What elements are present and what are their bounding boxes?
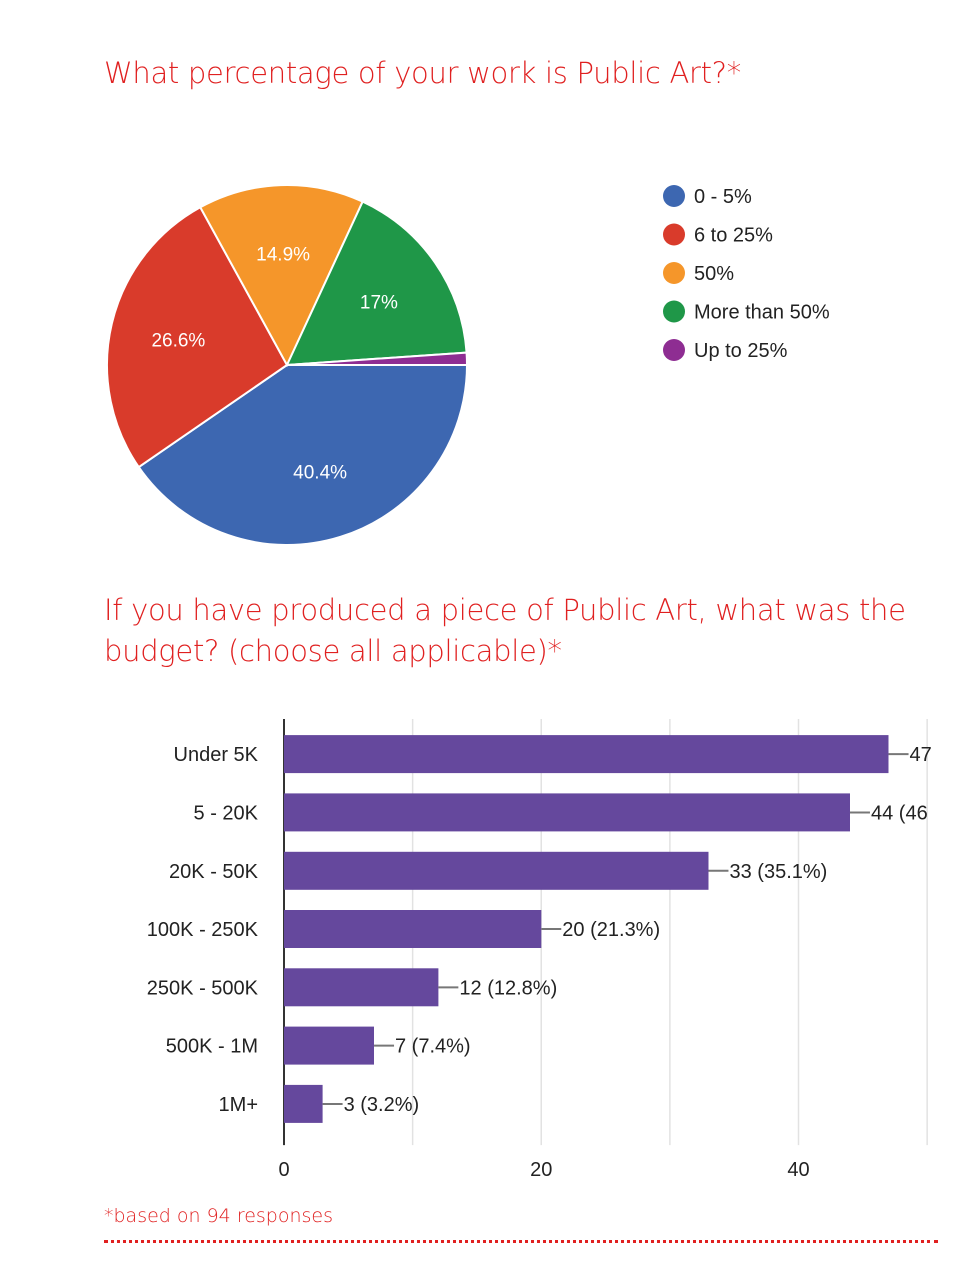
category-label-under-5k: Under 5K [174,744,259,766]
pie-slice-50 [198,184,364,368]
bar-under-5k [284,735,889,774]
legend-label-6-to-25: 6 to 25% [694,225,773,247]
pie-slice-label-6-to-25: 26.6% [151,330,205,351]
legend-swatch-50 [663,262,685,284]
data-label-500k-1m: 7 (7.4%) [395,1036,471,1058]
legend-label-more-than-50: More than 50% [694,302,830,324]
data-label-5-20k: 44 (46 [871,802,928,824]
pie-question-title: What percentage of your work is Public A… [104,56,741,90]
legend-label-50: 50% [694,263,734,285]
bar-5-20k [284,793,850,832]
legend-label-up-to-25: Up to 25% [694,340,788,362]
bar-500k-1m [284,1026,374,1065]
pie-slice-label-0-5: 40.4% [293,463,347,484]
legend-swatch-6-to-25 [663,223,685,246]
x-tick-label-40: 40 [787,1159,809,1181]
bar-100k-250k [284,910,542,948]
x-tick-label-0: 0 [278,1159,289,1181]
pie-slice-label-more-than-50: 17% [360,293,398,314]
pie-slice-more-than-50 [285,200,468,367]
data-label-250k-500k: 12 (12.8%) [459,977,557,999]
legend-swatch-up-to-25 [663,339,685,361]
footnote: *based on 94 responses [104,1205,334,1227]
category-label-1m: 1M+ [219,1094,258,1116]
data-label-100k-250k: 20 (21.3%) [562,919,660,941]
pie-slice-up-to-25 [286,351,469,366]
category-label-100k-250k: 100K - 250K [147,919,259,941]
pie-slice-label-50: 14.9% [256,245,310,266]
x-tick-label-20: 20 [530,1159,552,1181]
legend-swatch-0-5 [663,185,685,207]
data-label-20k-50k: 33 (35.1%) [730,861,828,883]
category-label-20k-50k: 20K - 50K [169,861,259,883]
bar-1m [284,1084,323,1123]
pie-slice-6-to-25 [106,205,289,469]
pie-slice-0-5 [137,364,469,546]
dotted-divider [104,1240,938,1243]
category-label-250k-500k: 250K - 500K [147,977,259,999]
category-label-500k-1m: 500K - 1M [166,1036,258,1058]
bar-20k-50k [284,851,709,890]
data-label-under-5k: 47 [910,744,932,766]
legend-swatch-more-than-50 [663,300,685,323]
legend-label-0-5: 0 - 5% [694,186,752,208]
data-label-1m: 3 (3.2%) [344,1094,420,1116]
pie-chart: 40.4% 26.6% 14.9% 17% 0 - 5% 6 to 25% 50% More… [106,184,830,546]
bar-250k-500k [284,968,439,1007]
category-label-5-20k: 5 - 20K [194,802,259,824]
bar-question-title: If you have produced a piece of Public A… [104,593,906,668]
bar-chart: Under 5K 5 - 20K 20K - 50K 100K - 250K 250K … [147,719,932,1181]
